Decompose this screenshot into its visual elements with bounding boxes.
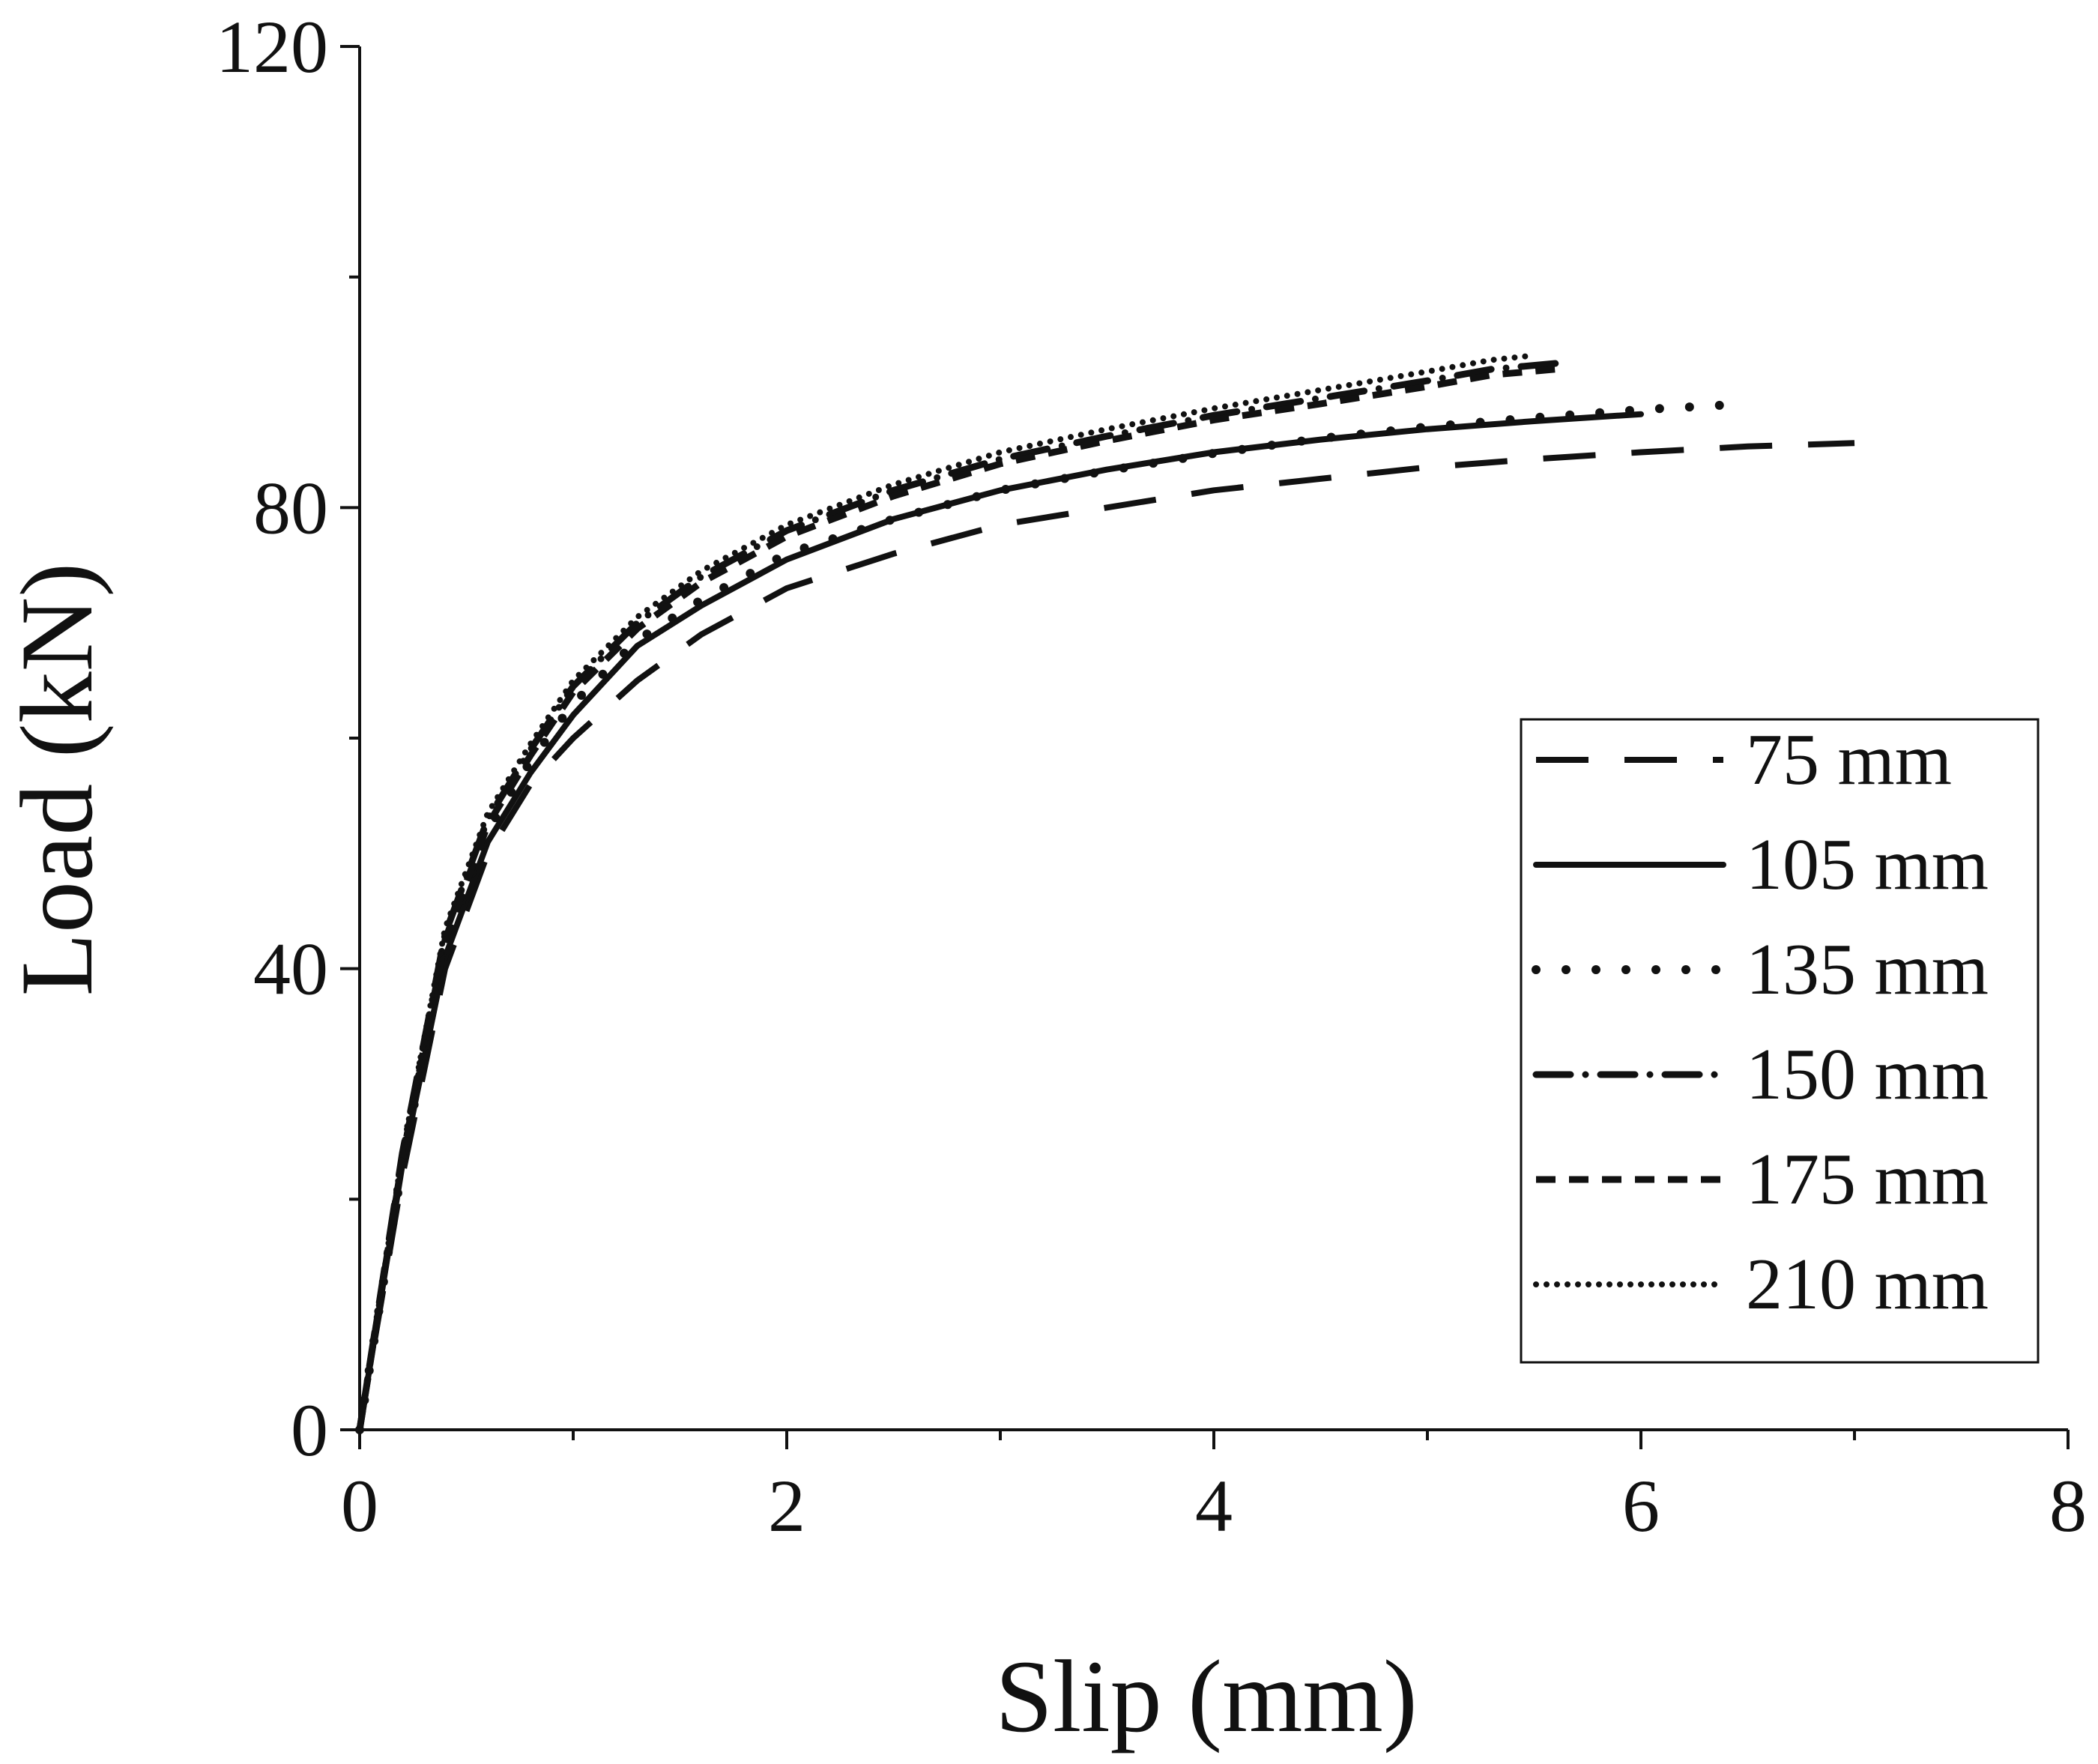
legend-label: 210 mm [1746, 1244, 1989, 1325]
series-line-105-mm [357, 411, 1644, 1433]
y-tick-label: 80 [253, 466, 328, 549]
x-tick-label: 0 [341, 1464, 378, 1547]
legend: 75 mm 105 mm 135 mm 150 mm 175 mm 210 mm [1520, 718, 2040, 1364]
x-tick-label: 8 [2049, 1464, 2087, 1547]
y-tick-label: 120 [216, 5, 328, 88]
legend-label: 175 mm [1746, 1139, 1989, 1220]
y-tick-label: 40 [253, 928, 328, 1011]
x-tick-label: 2 [768, 1464, 805, 1547]
series-layer [355, 352, 1855, 1434]
x-axis-title: Slip (mm) [995, 1639, 1418, 1754]
legend-label: 105 mm [1746, 824, 1989, 905]
legend-label: 150 mm [1746, 1034, 1989, 1115]
y-axis-title: Load (kN) [0, 563, 114, 997]
series-line-175-mm [356, 366, 1556, 1431]
x-tick-label: 4 [1195, 1464, 1233, 1547]
legend-label: 135 mm [1746, 929, 1989, 1010]
legend-label: 75 mm [1746, 719, 1952, 800]
y-tick-label: 0 [291, 1389, 328, 1472]
x-tick-label: 6 [1622, 1464, 1660, 1547]
series-line-210-mm [357, 352, 1538, 1433]
legend-box [1520, 718, 2040, 1364]
series-line-75-mm [357, 440, 1855, 1431]
series-line-150-mm [356, 360, 1559, 1434]
